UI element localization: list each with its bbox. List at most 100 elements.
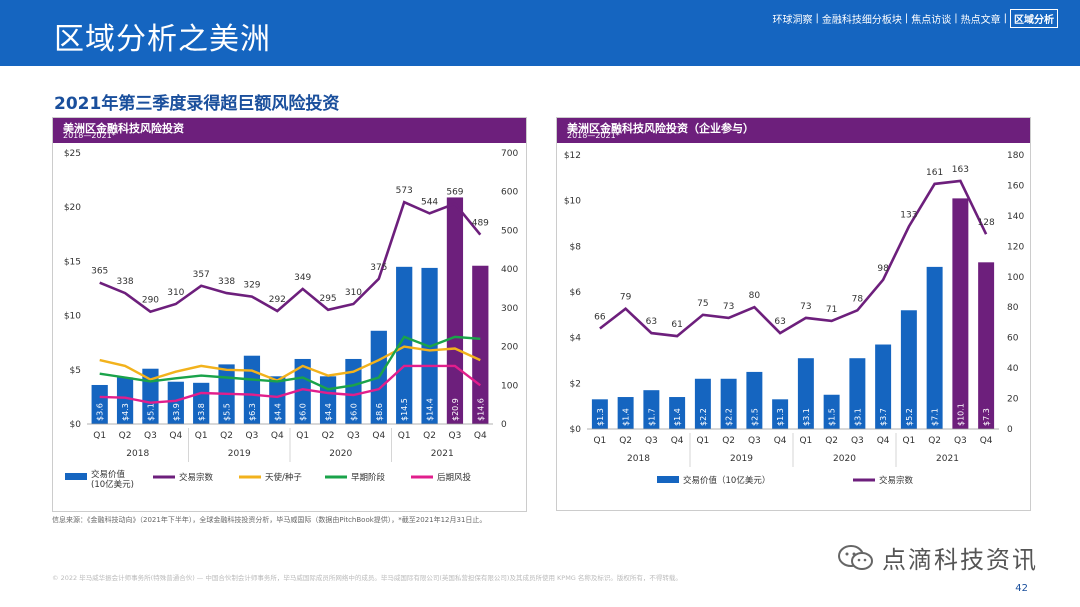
y-right-tick-label: 120 xyxy=(1007,242,1024,252)
bar-value-label: $3.7 xyxy=(879,408,888,426)
x-tick-label: Q3 xyxy=(449,431,462,441)
nav-item-regional-analysis[interactable]: 区域分析 xyxy=(1010,9,1058,28)
y-left-tick-label: $2 xyxy=(570,379,581,389)
deal-count-label: 98 xyxy=(877,264,889,274)
bar xyxy=(797,358,814,429)
bar xyxy=(849,358,866,429)
watermark-text: 点滴科技资讯 xyxy=(882,546,1038,574)
bar xyxy=(978,262,995,429)
year-label: 2018 xyxy=(627,454,650,464)
x-tick-label: Q4 xyxy=(372,431,385,441)
deal-count-label: 63 xyxy=(774,317,785,327)
year-label: 2020 xyxy=(833,454,856,464)
deal-count-label: 66 xyxy=(594,313,606,323)
x-tick-label: Q2 xyxy=(423,431,436,441)
section-nav: 环球洞察 | 金融科技细分板块 | 焦点访谈 | 热点文章 | 区域分析 xyxy=(772,9,1058,28)
bar-value-label: $5.1 xyxy=(146,403,155,421)
bar-value-label: $1.3 xyxy=(596,408,605,426)
bar-value-label: $1.7 xyxy=(647,408,656,426)
deal-count-label: 63 xyxy=(646,317,657,327)
x-tick-label: Q4 xyxy=(877,436,890,446)
y-left-tick-label: $10 xyxy=(64,312,81,322)
y-right-tick-label: 0 xyxy=(501,420,507,430)
x-tick-label: Q3 xyxy=(246,431,259,441)
chart-header: 美洲区金融科技风险投资 2018—2021* xyxy=(53,118,526,143)
deal-count-label: 133 xyxy=(900,211,917,221)
bar xyxy=(591,399,608,429)
legend-label: 天使/种子 xyxy=(265,472,302,483)
bar xyxy=(142,368,159,424)
bar-value-label: $6.3 xyxy=(248,403,257,421)
series-line xyxy=(99,335,481,391)
deal-count-label: 292 xyxy=(269,295,286,305)
deal-count-label: 161 xyxy=(926,168,943,178)
series-line xyxy=(99,364,482,404)
watermark: 点滴科技资讯 xyxy=(838,540,1038,575)
x-tick-label: Q3 xyxy=(645,436,658,446)
bar-value-label: $4.3 xyxy=(121,403,130,421)
bar xyxy=(617,397,634,429)
deal-count-label: 73 xyxy=(800,302,811,312)
legend-label: 交易宗数 xyxy=(879,475,914,486)
bar xyxy=(746,371,763,429)
y-right-tick-label: 60 xyxy=(1007,334,1019,344)
year-label: 2019 xyxy=(228,449,251,459)
deal-count-label: 71 xyxy=(826,305,837,315)
nav-separator: | xyxy=(954,13,958,24)
bar-value-label: $1.4 xyxy=(673,408,682,426)
x-tick-label: Q3 xyxy=(954,436,967,446)
y-left-tick-label: $10 xyxy=(564,197,581,207)
bar-value-label: $5.2 xyxy=(905,408,914,426)
x-tick-label: Q2 xyxy=(119,431,132,441)
y-right-tick-label: 0 xyxy=(1007,425,1013,435)
x-tick-label: Q1 xyxy=(696,436,709,446)
series-line xyxy=(99,345,481,382)
bar xyxy=(116,377,134,424)
bar xyxy=(952,198,969,429)
bar xyxy=(823,394,840,429)
y-right-tick-label: 180 xyxy=(1007,151,1024,161)
bar xyxy=(91,384,108,424)
chart-period: 2018—2021* xyxy=(567,131,620,140)
legend-label: 交易宗数 xyxy=(179,472,214,483)
bar xyxy=(926,266,943,429)
bar xyxy=(720,378,737,429)
deal-count-line xyxy=(599,179,988,338)
x-tick-label: Q1 xyxy=(398,431,411,441)
y-left-tick-label: $8 xyxy=(570,242,582,252)
bar-value-label: $14.6 xyxy=(476,398,485,421)
legend-label: 交易价值（10亿美元） xyxy=(683,475,770,486)
nav-item-fintech-segments[interactable]: 金融科技细分板块 xyxy=(821,15,902,26)
chart-period: 2018—2021* xyxy=(63,131,116,140)
nav-separator: | xyxy=(904,13,909,24)
bar-value-label: $10.1 xyxy=(956,403,965,426)
x-tick-label: Q1 xyxy=(93,431,106,441)
chart-svg-vc: $0 $5 $10 $15 $20 $25 0 100 200 300 400 500 600 700 $3… xyxy=(64,149,519,490)
legend-swatch xyxy=(657,476,679,483)
x-tick-label: Q1 xyxy=(799,436,812,446)
deal-count-label: 80 xyxy=(749,291,761,301)
deal-count-label: 310 xyxy=(345,288,362,298)
y-right-tick-label: 200 xyxy=(501,343,518,353)
y-right-tick-label: 300 xyxy=(501,304,518,314)
bar-value-label: $1.3 xyxy=(776,408,785,426)
nav-item-interviews[interactable]: 焦点访谈 xyxy=(911,15,952,26)
nav-item-global-insights[interactable]: 环球洞察 xyxy=(772,15,813,26)
x-tick-label: Q2 xyxy=(825,436,838,446)
bar-value-label: $3.9 xyxy=(172,403,181,421)
legend-label: (10亿美元) xyxy=(91,479,134,490)
legend-label: 后期风投 xyxy=(437,472,472,483)
bar-value-label: $8.6 xyxy=(375,403,384,421)
bar-value-label: $2.5 xyxy=(750,408,759,426)
slide-subtitle: 2021年第三季度录得超巨额风险投资 xyxy=(54,94,340,114)
y-right-tick-label: 140 xyxy=(1007,212,1024,222)
source-note: 信息来源：《金融科技动向》（2021年下半年），全球金融科技投资分析，毕马威国际… xyxy=(52,516,487,524)
y-left-tick-label: $4 xyxy=(570,334,582,344)
deal-count-label: 365 xyxy=(91,267,108,277)
nav-item-hot-articles[interactable]: 热点文章 xyxy=(960,15,1001,26)
bar-value-label: $6.0 xyxy=(299,403,308,421)
bar xyxy=(900,310,917,429)
chart-panel-corporate: 美洲区金融科技风险投资（企业参与） 2018—2021* $0 $2 $4 $6 $8 $… xyxy=(556,117,1031,511)
x-tick-label: Q3 xyxy=(748,436,761,446)
bar xyxy=(772,399,789,429)
